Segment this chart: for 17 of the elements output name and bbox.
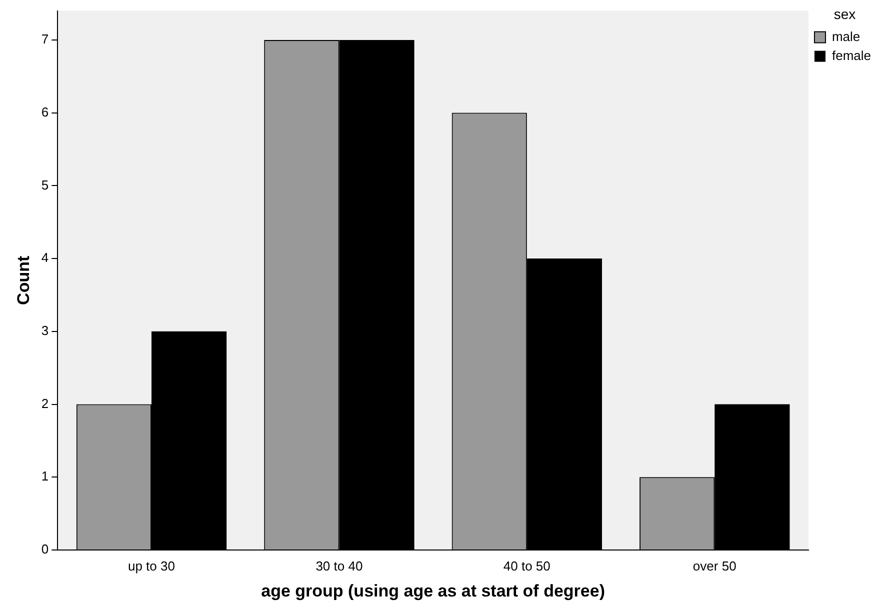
x-axis-title: age group (using age as at start of degree) [261, 581, 605, 600]
y-tick-label: 3 [41, 322, 49, 338]
x-tick-label: over 50 [692, 558, 736, 574]
y-tick-label: 0 [41, 542, 49, 557]
y-axis-title: Count [14, 256, 33, 305]
x-tick-label: 30 to 40 [316, 558, 363, 574]
x-tick-label: 40 to 50 [503, 558, 550, 574]
y-tick-label: 1 [41, 468, 49, 484]
x-tick-label: up to 30 [128, 558, 175, 574]
y-tick-label: 2 [41, 396, 49, 411]
y-tick-label: 7 [41, 32, 49, 47]
legend-label: male [832, 28, 860, 44]
y-tick-label: 5 [41, 177, 49, 192]
legend-label: female [832, 48, 872, 63]
y-tick-label: 4 [41, 250, 49, 266]
legend-title: sex [834, 6, 856, 22]
y-tick-label: 6 [41, 104, 49, 120]
